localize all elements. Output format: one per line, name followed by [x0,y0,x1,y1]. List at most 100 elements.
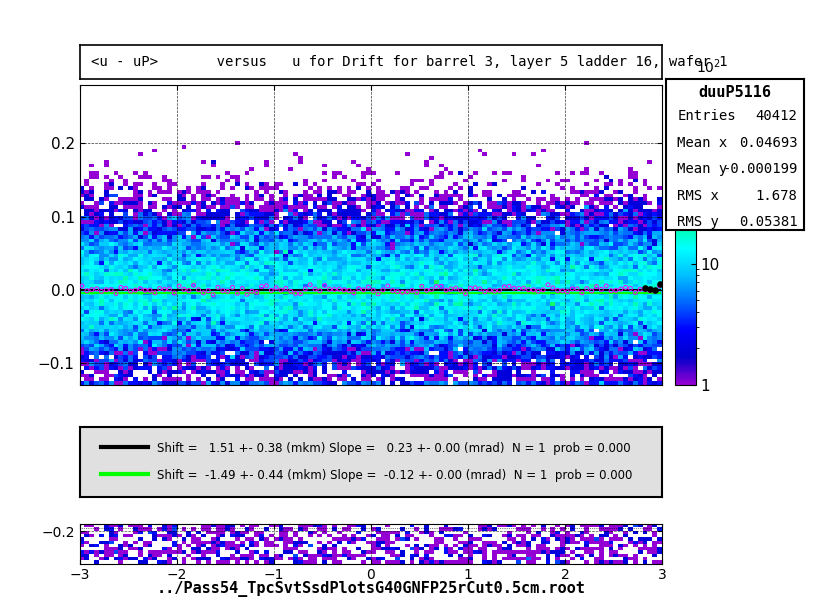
Point [571,284,584,294]
Point [536,285,550,295]
Point [318,281,331,290]
Point [124,286,137,296]
Point [75,281,89,291]
Point [265,285,278,295]
Point [653,281,666,291]
Point [133,284,147,293]
Point [391,287,404,296]
Text: RMS y: RMS y [677,215,719,229]
Point [352,284,365,293]
Point [458,288,472,298]
Text: 0.04693: 0.04693 [739,136,798,150]
Point [619,282,633,292]
Point [182,285,195,295]
Text: 1.678: 1.678 [756,188,798,202]
Point [639,284,652,293]
Point [308,284,322,294]
Point [527,285,541,295]
Point [473,284,487,294]
Point [284,287,297,296]
Point [512,284,525,293]
Point [313,286,327,296]
Point [517,284,530,293]
Point [634,284,647,294]
Point [580,284,593,293]
Point [463,284,477,293]
Point [163,284,176,294]
Point [644,284,657,294]
Text: <u - uP>       versus   u for Drift for barrel 3, layer 5 ladder 16, wafer 1: <u - uP> versus u for Drift for barrel 3… [91,55,727,69]
Point [599,281,613,291]
Point [216,286,230,296]
Point [85,285,98,295]
Point [648,286,661,296]
Point [425,285,438,295]
Point [129,285,142,295]
Text: $\mathregular{10^2}$: $\mathregular{10^2}$ [696,57,721,76]
Point [546,283,560,293]
Point [80,286,94,296]
Point [595,284,608,294]
Point [303,280,317,290]
Point [653,279,666,289]
Point [614,284,628,294]
Point [531,286,545,296]
Point [347,288,360,298]
Point [294,289,308,299]
Point [201,286,215,296]
Point [187,281,200,290]
Text: RMS x: RMS x [677,188,719,202]
Point [225,282,239,292]
Point [192,285,205,295]
Point [173,281,186,291]
Point [274,285,287,295]
Text: duuP5116: duuP5116 [699,85,772,100]
Point [138,285,152,295]
Point [90,284,103,294]
Point [590,282,603,291]
Point [246,286,259,296]
Point [604,286,618,296]
Point [105,285,118,295]
Point [488,286,501,296]
Text: 0.05381: 0.05381 [739,215,798,229]
Point [454,285,468,295]
Point [206,290,220,299]
Point [221,287,235,296]
Point [366,285,380,295]
Point [585,286,598,296]
Point [260,281,273,291]
Point [270,283,283,293]
Point [114,282,127,292]
Point [298,284,312,294]
Point [415,282,428,291]
Point [338,285,351,295]
Point [357,285,370,295]
Text: Mean y: Mean y [677,162,727,176]
Point [639,285,652,295]
Point [551,285,564,295]
Point [342,285,355,295]
Point [406,285,419,295]
Point [507,284,520,293]
Point [439,285,453,295]
Point [153,284,167,293]
Point [235,284,249,293]
Point [483,285,496,295]
Point [556,286,569,296]
Point [376,285,390,295]
Point [143,285,157,295]
Point [362,282,375,292]
Point [644,286,657,296]
Point [522,285,535,295]
Point [211,282,225,292]
Point [411,287,424,297]
Point [401,287,414,297]
Text: -0.000199: -0.000199 [722,162,798,176]
Point [434,282,447,291]
Point [468,283,482,293]
Point [648,285,661,295]
Point [628,288,642,298]
Point [371,289,385,299]
Point [241,290,254,299]
